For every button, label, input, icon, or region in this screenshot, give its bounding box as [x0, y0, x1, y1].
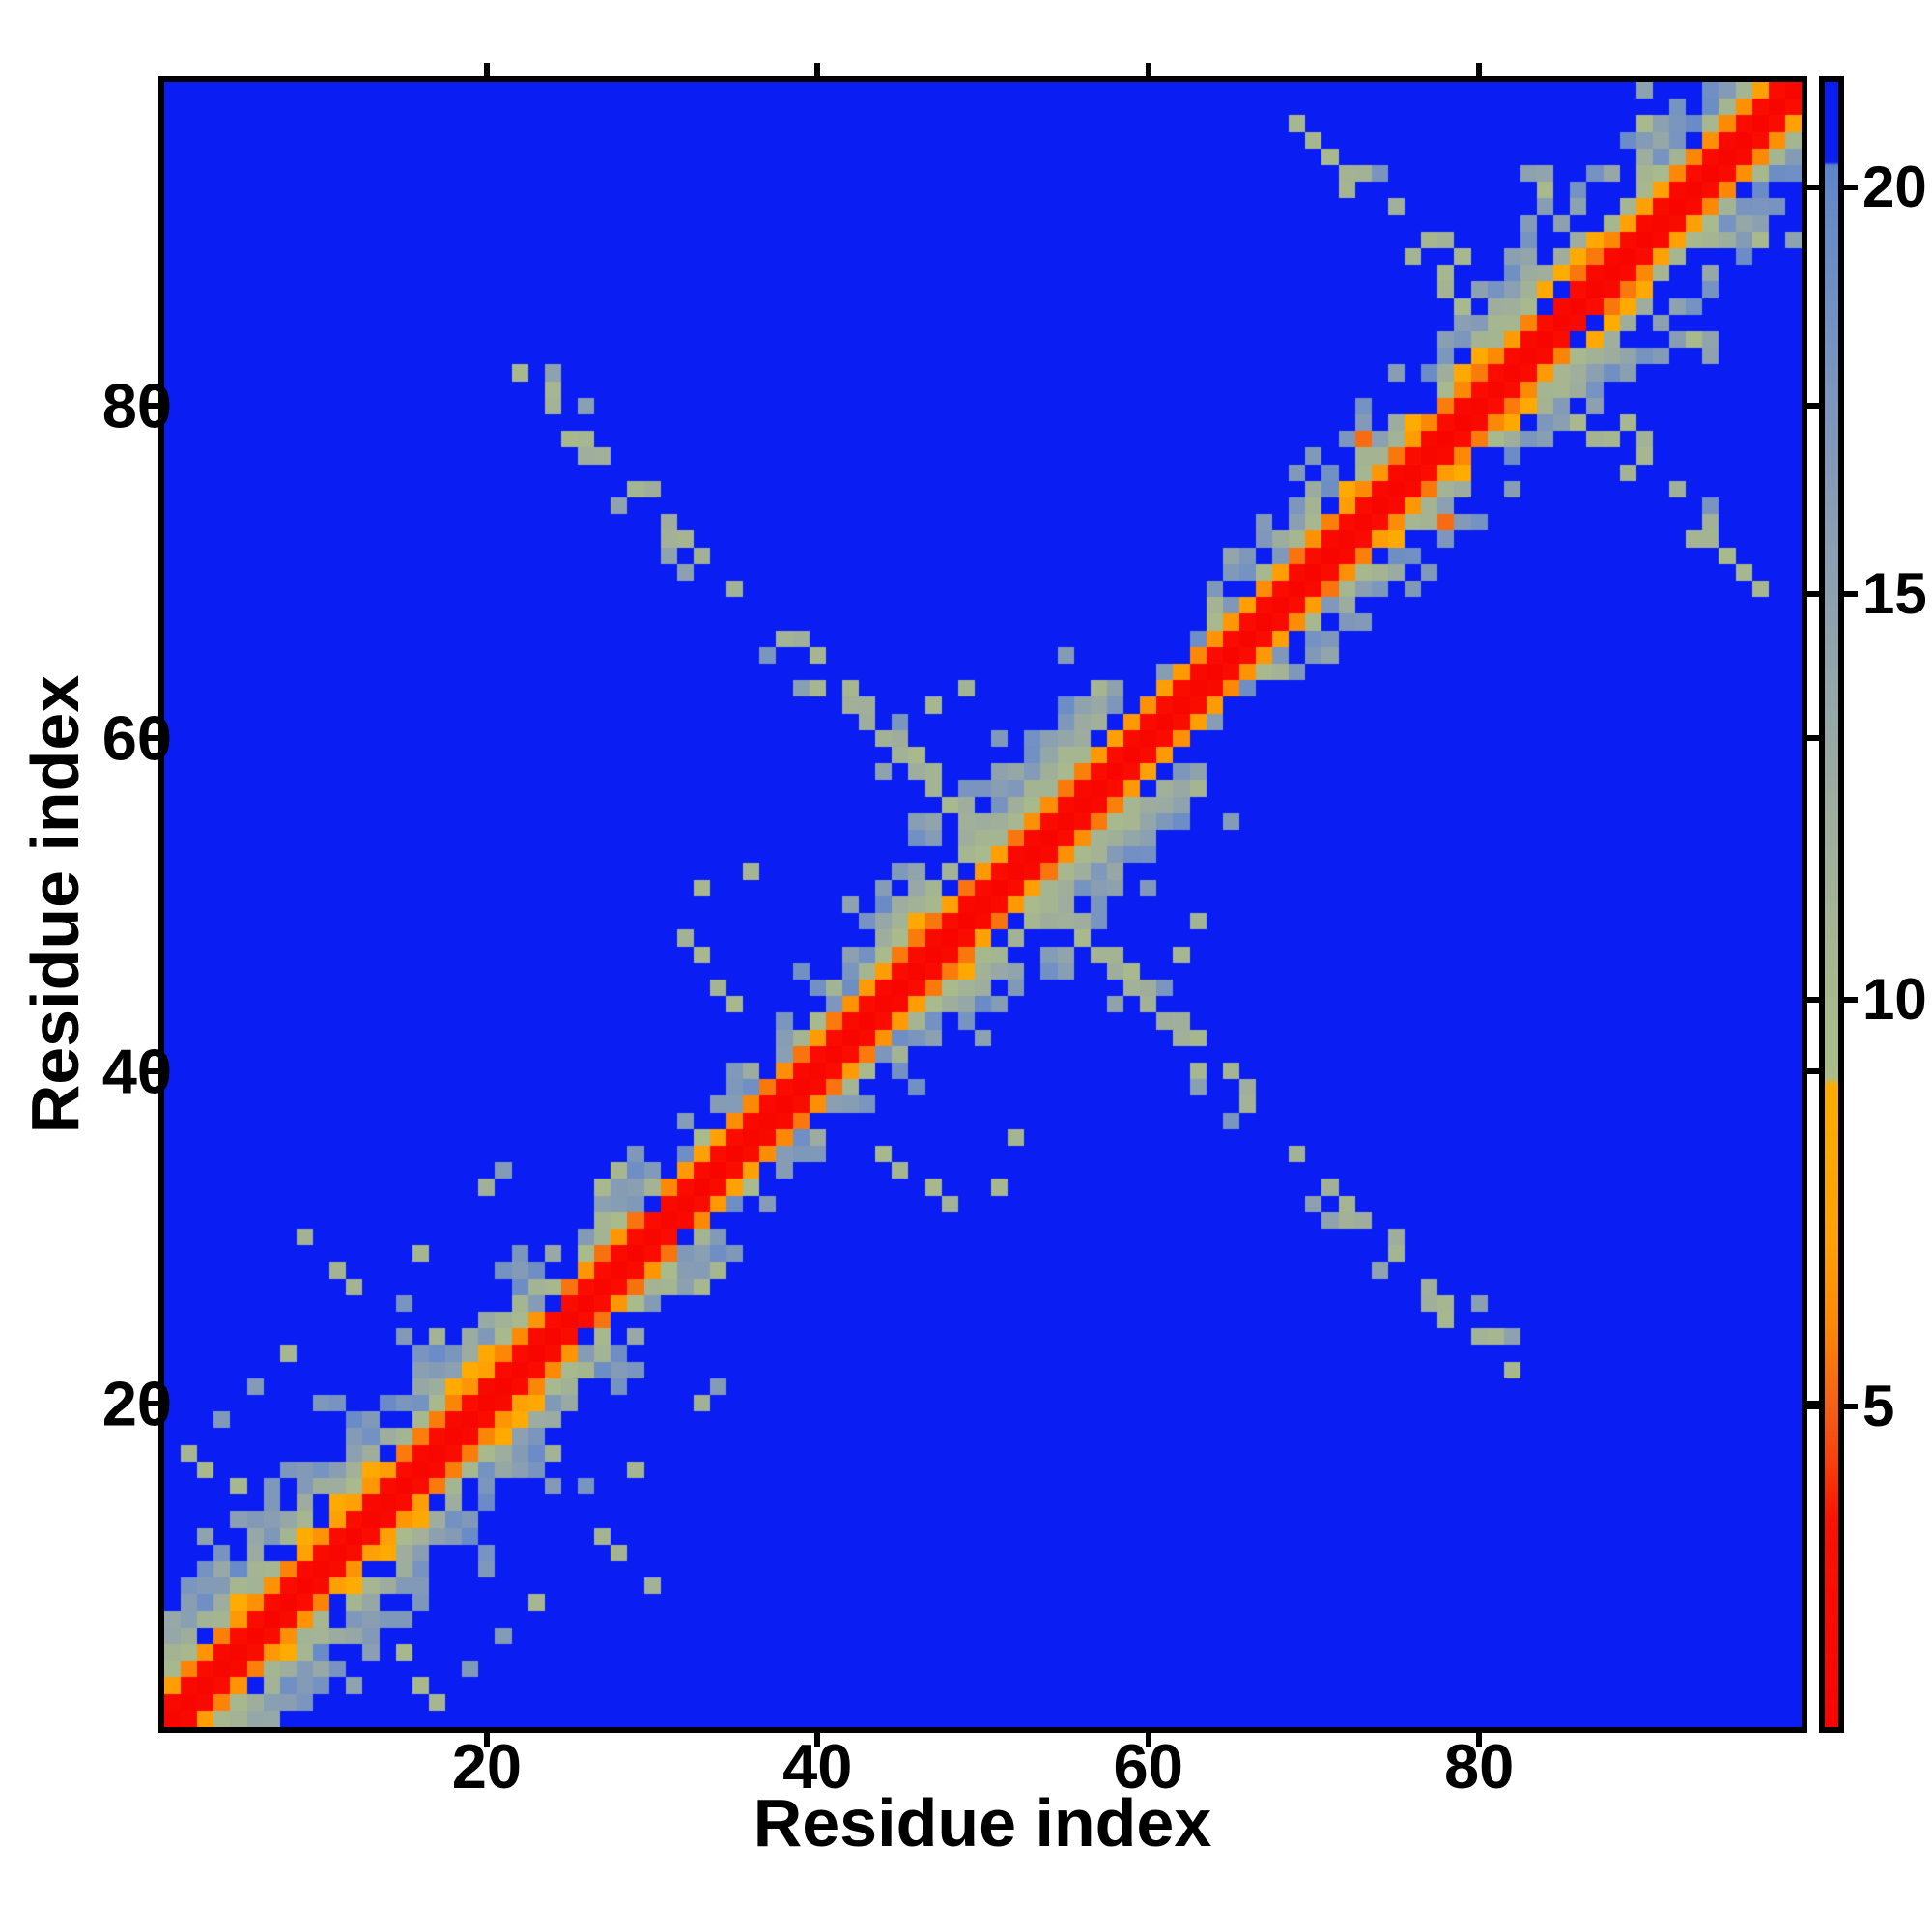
colorbar-tick-right: [1844, 590, 1858, 597]
y-tick-right: [1807, 403, 1821, 410]
y-tick-right: [1807, 1400, 1821, 1406]
x-tick-bottom: [1476, 1733, 1483, 1747]
x-tick-bottom: [814, 1733, 821, 1747]
y-tick-label: 40: [101, 1036, 172, 1107]
colorbar-tick-right: [1844, 1403, 1858, 1409]
x-tick-label: 40: [782, 1731, 853, 1802]
colorbar-tick-left: [1805, 590, 1819, 597]
plot-border: [158, 76, 1807, 1733]
x-tick-top: [1476, 63, 1483, 76]
x-tick-top: [814, 63, 821, 76]
colorbar-tick-left: [1805, 997, 1819, 1004]
y-tick-left: [145, 1067, 158, 1074]
x-tick-top: [1145, 63, 1151, 76]
colorbar-tick-label: 5: [1862, 1373, 1895, 1438]
colorbar-tick-left: [1805, 1403, 1819, 1409]
y-tick-right: [1807, 735, 1821, 742]
y-tick-left: [145, 735, 158, 742]
x-tick-label: 60: [1113, 1731, 1183, 1802]
y-tick-label: 20: [101, 1368, 172, 1439]
y-tick-label: 80: [101, 370, 172, 441]
y-tick-left: [145, 1400, 158, 1406]
x-tick-label: 80: [1443, 1731, 1515, 1802]
y-axis-title: Residue index: [17, 674, 93, 1134]
x-tick-bottom: [1145, 1733, 1151, 1747]
x-tick-bottom: [483, 1733, 490, 1747]
x-tick-top: [483, 63, 490, 76]
y-tick-left: [145, 403, 158, 410]
y-tick-right: [1807, 1067, 1821, 1074]
colorbar-tick-right: [1844, 185, 1858, 191]
y-tick-label: 60: [101, 702, 172, 774]
colorbar-canvas: [1825, 82, 1838, 1727]
colorbar-tick-label: 10: [1862, 967, 1927, 1033]
colorbar-tick-label: 15: [1862, 560, 1927, 626]
x-tick-label: 20: [451, 1731, 523, 1802]
colorbar-tick-right: [1844, 997, 1858, 1004]
colorbar-tick-left: [1805, 185, 1819, 191]
x-axis-title: Residue index: [753, 1785, 1212, 1861]
colorbar-tick-label: 20: [1862, 155, 1927, 220]
heatmap-canvas: [164, 82, 1802, 1727]
colorbar-border: [1819, 76, 1844, 1733]
